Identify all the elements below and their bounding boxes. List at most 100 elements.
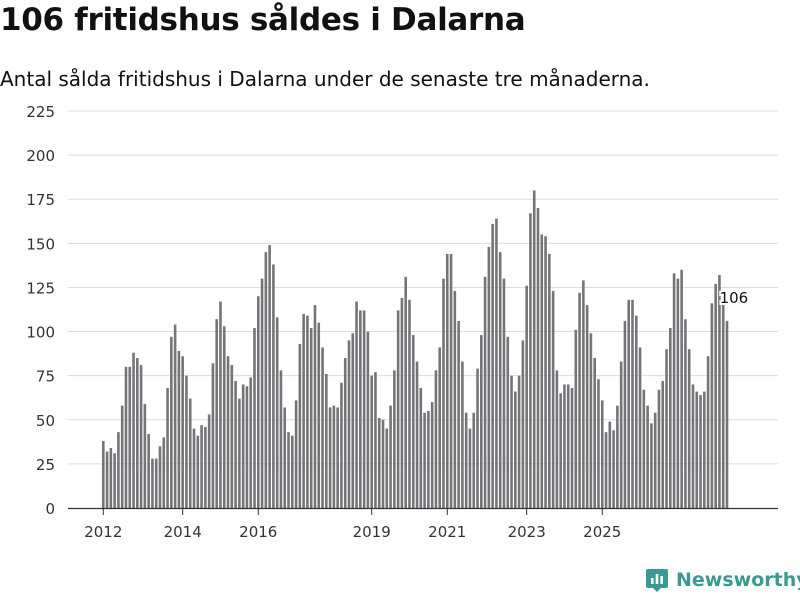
bar (703, 391, 706, 508)
bar (302, 313, 305, 508)
bar (154, 458, 158, 508)
bar (219, 301, 222, 508)
bar (177, 350, 181, 508)
y-tick-label: 25 (36, 456, 55, 474)
bar (619, 361, 623, 508)
bar (313, 305, 317, 508)
x-axis-labels: 2012 2014 2016 2019 2021 2023 2025 (84, 508, 621, 541)
bar (370, 375, 373, 508)
bar (132, 352, 135, 508)
bar (687, 349, 691, 508)
gridlines (68, 110, 778, 465)
bar (661, 380, 665, 508)
bar (222, 326, 226, 508)
bar (196, 435, 200, 508)
bar (120, 405, 124, 508)
bar (136, 358, 139, 508)
y-tick-label: 50 (36, 412, 55, 430)
bar (400, 298, 404, 508)
bar (328, 407, 332, 508)
bar (287, 432, 290, 508)
bar (359, 310, 362, 508)
bar (646, 405, 649, 508)
bar (430, 402, 434, 508)
bar (279, 370, 283, 508)
bar (415, 361, 419, 508)
bar (166, 388, 169, 508)
bar (351, 333, 355, 508)
bar (593, 358, 596, 508)
bar (234, 380, 237, 508)
bar (551, 290, 555, 508)
bar (476, 368, 479, 508)
bar (158, 446, 162, 508)
bar (676, 278, 680, 508)
bar (306, 315, 309, 508)
bar (340, 382, 343, 508)
bar (600, 400, 604, 508)
bar (294, 400, 298, 508)
bar (487, 246, 491, 508)
bar (109, 448, 113, 508)
bar (532, 190, 536, 508)
bar (442, 278, 445, 508)
bar (491, 223, 494, 508)
bar (461, 361, 464, 508)
bar (449, 253, 453, 508)
y-tick-label: 150 (26, 235, 55, 253)
brand-logo[interactable]: Newsworthy (645, 568, 800, 592)
x-tick-label: 2016 (239, 523, 277, 541)
bar (245, 386, 249, 508)
bar (612, 430, 615, 508)
bar (366, 331, 370, 508)
bar (517, 375, 521, 508)
x-tick-label: 2023 (508, 523, 546, 541)
bar (510, 375, 513, 508)
bar (317, 322, 321, 508)
bar (396, 310, 400, 508)
bar (124, 366, 128, 508)
annotations: 106 (718, 287, 751, 309)
bar (347, 340, 351, 508)
bar (604, 432, 608, 508)
x-tick-label: 2019 (353, 523, 391, 541)
brand-name: Newsworthy (676, 569, 800, 591)
bar (143, 403, 147, 508)
bar (241, 384, 245, 508)
bar (256, 296, 260, 508)
bar (566, 384, 570, 508)
bar (298, 343, 302, 508)
bar (525, 285, 528, 508)
bar (181, 356, 184, 508)
bar (374, 372, 377, 508)
bar (623, 320, 627, 508)
bar (559, 393, 562, 508)
bar (211, 363, 215, 508)
bar (718, 275, 721, 508)
bar (665, 349, 668, 508)
bar (453, 290, 457, 508)
bar (699, 395, 702, 508)
bar (540, 234, 544, 508)
bar (253, 328, 256, 508)
bar (309, 328, 313, 508)
bar (464, 412, 468, 508)
bar (480, 335, 483, 508)
bar (638, 347, 642, 508)
bar (192, 428, 196, 508)
bar (706, 356, 710, 508)
bar (275, 317, 279, 508)
newsworthy-logo-icon (646, 569, 668, 592)
bar (597, 379, 600, 508)
bar (710, 303, 714, 508)
bar (268, 245, 271, 508)
bar (260, 278, 264, 508)
y-tick-label: 175 (26, 191, 55, 209)
bar (102, 440, 105, 508)
bar (393, 370, 396, 508)
bar (483, 276, 487, 508)
bar (283, 407, 287, 508)
bar (215, 319, 218, 508)
bar (642, 389, 646, 508)
chart-title: 106 fritidshus såldes i Dalarna (0, 2, 526, 38)
